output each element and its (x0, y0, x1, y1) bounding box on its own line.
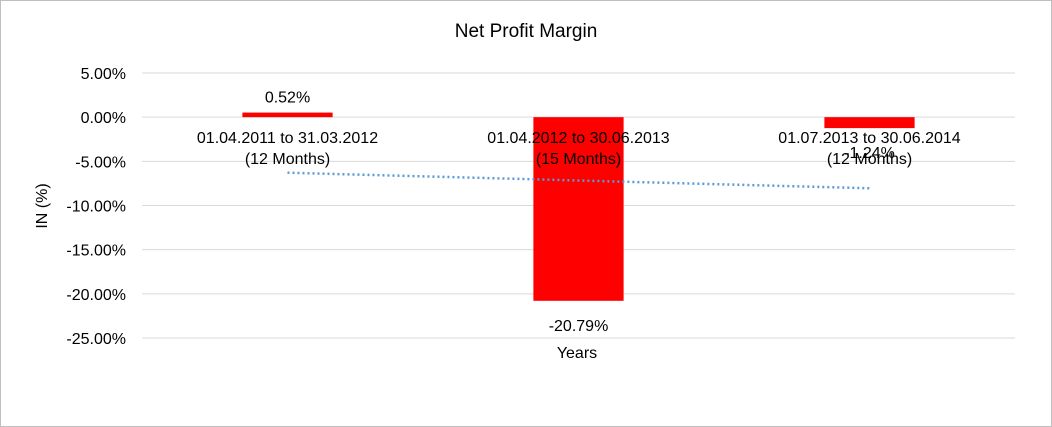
y-tick-label: -25.00% (66, 331, 126, 348)
y-tick-label: 0.00% (81, 110, 126, 127)
bars (242, 112, 915, 301)
data-label: -20.79% (549, 318, 609, 335)
x-category-label: 01.07.2013 to 30.06.2014 (778, 130, 960, 147)
y-axis-label: IN (%) (34, 183, 51, 228)
bar (242, 112, 333, 118)
x-category-label: (12 Months) (827, 151, 912, 168)
data-label: 0.52% (265, 90, 310, 107)
y-tick-label: -10.00% (66, 199, 126, 216)
bar (533, 117, 624, 301)
y-tick-label: -15.00% (66, 243, 126, 260)
chart-title: Net Profit Margin (455, 21, 598, 42)
data-label: -1.24% (844, 145, 895, 162)
y-axis-ticks: 5.00% 0.00% -5.00% -10.00% -15.00% -20.00% -25… (66, 66, 126, 348)
x-axis-label: Years (557, 345, 597, 362)
y-tick-label: -5.00% (75, 154, 126, 171)
y-tick-label: -20.00% (66, 287, 126, 304)
x-category-label: (15 Months) (536, 151, 621, 168)
data-labels: 0.52% -20.79% -1.24% (265, 90, 895, 335)
y-tick-label: 5.00% (81, 66, 126, 83)
bar (824, 117, 915, 129)
trendline (287, 171, 870, 190)
x-category-label: (12 Months) (245, 151, 330, 168)
x-axis-categories: 01.04.2011 to 31.03.2012 (12 Months) 01.04… (197, 130, 961, 168)
x-category-label: 01.04.2011 to 31.03.2012 (197, 130, 378, 147)
x-category-label: 01.04.2012 to 30.06.2013 (487, 130, 669, 147)
